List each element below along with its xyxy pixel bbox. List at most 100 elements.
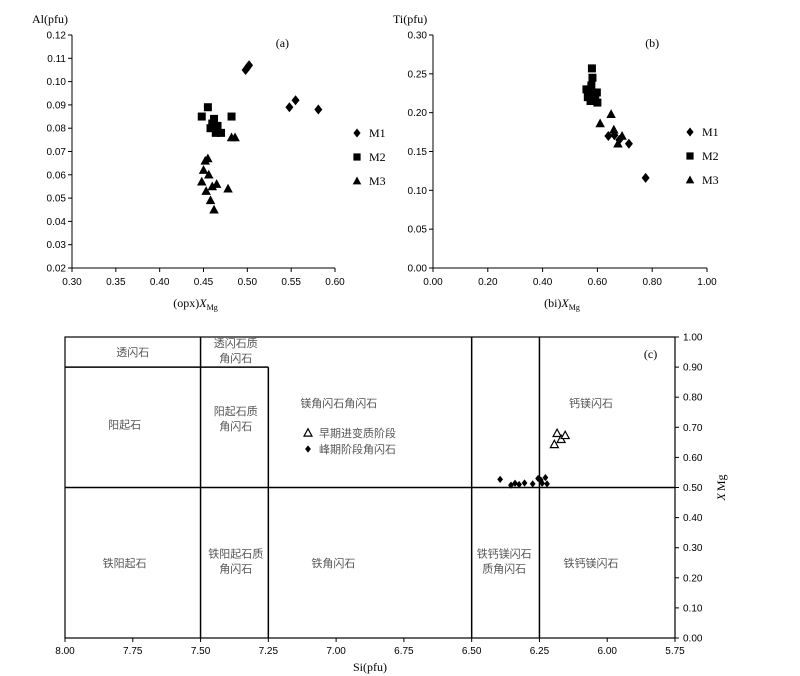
legend-label: M2 bbox=[369, 150, 386, 164]
y-tick-label: 0.70 bbox=[683, 423, 703, 434]
y-tick-label: 0.30 bbox=[408, 31, 428, 42]
data-point bbox=[198, 165, 209, 174]
x-tick-label: 0.60 bbox=[588, 277, 608, 288]
field-label-line: 透闪石质 bbox=[214, 336, 258, 350]
y-tick-label: 0.40 bbox=[683, 513, 703, 524]
field-label: 铁阳起石 bbox=[103, 557, 147, 570]
data-point bbox=[203, 103, 212, 112]
field-label-line: 阳起石质 bbox=[214, 405, 258, 418]
field-label-line: 铁角闪石 bbox=[311, 556, 355, 570]
y-tick-label: 0.12 bbox=[47, 31, 67, 42]
data-point bbox=[544, 480, 550, 488]
x-tick-label: 0.45 bbox=[194, 277, 214, 288]
data-point bbox=[624, 138, 633, 149]
x-axis-label-main: X bbox=[560, 296, 569, 310]
x-tick-label: 0.40 bbox=[533, 277, 553, 288]
panel-b: 0.00 0.05 0.10 0.15 0.20 0.25 0.30 0.00 0.20 0.40… bbox=[393, 12, 719, 312]
data-point bbox=[209, 204, 219, 214]
data-point bbox=[587, 81, 596, 90]
panel-a: 0.02 0.03 0.04 0.05 0.06 0.07 0.08 0.09 0.10 0.11… bbox=[32, 12, 386, 312]
data-point bbox=[285, 102, 294, 113]
x-tick-label: 1.00 bbox=[697, 277, 717, 288]
data-point bbox=[227, 112, 236, 121]
data-point bbox=[208, 119, 217, 128]
series-M3 bbox=[196, 132, 240, 214]
x-axis-label: (opx)XMg bbox=[173, 296, 217, 312]
x-tick-label: 5.75 bbox=[665, 646, 685, 657]
y-tick-label: 0.07 bbox=[47, 147, 67, 158]
panel-label: (a) bbox=[276, 36, 289, 50]
legend-marker bbox=[353, 153, 361, 161]
series-M2 bbox=[197, 103, 236, 137]
x-tick-label: 7.25 bbox=[259, 646, 279, 657]
x-axis-label-sub: Mg bbox=[569, 303, 580, 312]
data-point bbox=[205, 195, 216, 205]
legend-marker bbox=[303, 427, 313, 437]
field-label-line: 铁阳起石 bbox=[103, 557, 147, 570]
data-point bbox=[539, 479, 546, 487]
field-label-line: 质角闪石 bbox=[482, 562, 526, 576]
data-point bbox=[206, 124, 215, 133]
data-point bbox=[549, 438, 560, 449]
field-label-line: 铁钙镁闪石 bbox=[563, 556, 618, 570]
data-point bbox=[592, 88, 601, 97]
y-tick-label: 0.06 bbox=[47, 170, 67, 181]
x-tick-label: 0.80 bbox=[642, 277, 662, 288]
data-point bbox=[529, 480, 536, 488]
data-point bbox=[617, 130, 627, 140]
field-label-line: 镁角闪石角闪石 bbox=[300, 396, 377, 410]
legend-marker bbox=[353, 128, 361, 138]
field-label-line: 角闪石 bbox=[219, 351, 252, 365]
x-tick-label: 7.75 bbox=[123, 646, 143, 657]
y-tick-label: 0.80 bbox=[683, 393, 703, 404]
data-point bbox=[609, 124, 619, 134]
y-tick-label: 0.11 bbox=[47, 54, 66, 65]
series-M2 bbox=[582, 64, 602, 107]
x-tick-label: 0.35 bbox=[106, 277, 126, 288]
data-point bbox=[203, 153, 213, 163]
data-point bbox=[291, 95, 300, 106]
legend-marker bbox=[686, 152, 694, 160]
legend-label: 早期进变质阶段 bbox=[319, 426, 396, 440]
field-label: 铁钙镁闪石 bbox=[563, 556, 618, 570]
x-tick-label: 0.30 bbox=[62, 277, 82, 288]
y-axis-label: X Mg bbox=[714, 474, 728, 501]
x-tick-label: 6.50 bbox=[462, 646, 482, 657]
data-point bbox=[586, 97, 595, 106]
y-tick-label: 0.20 bbox=[408, 108, 428, 119]
data-point bbox=[552, 427, 563, 438]
y-tick-label: 1.00 bbox=[683, 333, 703, 344]
legend-label: 峰期阶段角闪石 bbox=[319, 442, 396, 456]
x-tick-label: 0.50 bbox=[238, 277, 258, 288]
field-label-line: 角闪石 bbox=[219, 419, 252, 433]
y-tick-label: 0.04 bbox=[47, 217, 67, 228]
y-tick-label: 0.25 bbox=[408, 69, 428, 80]
x-tick-label: 0.20 bbox=[478, 277, 498, 288]
x-tick-label: 0.55 bbox=[281, 277, 301, 288]
data-point bbox=[217, 128, 226, 137]
x-axis-label-sub: Mg bbox=[207, 303, 218, 312]
data-point bbox=[497, 475, 504, 483]
data-point bbox=[230, 132, 240, 142]
x-tick-label: 0.40 bbox=[150, 277, 170, 288]
data-point bbox=[314, 104, 323, 115]
x-tick-label: 0.60 bbox=[325, 277, 345, 288]
y-tick-label: 0.10 bbox=[683, 603, 703, 614]
field-label-line: 铁阳起石质 bbox=[208, 548, 263, 561]
data-point bbox=[542, 473, 549, 482]
legend-label: M2 bbox=[702, 149, 719, 163]
data-point bbox=[585, 89, 594, 98]
data-point bbox=[516, 480, 522, 489]
series-M1 bbox=[604, 130, 650, 183]
series-peak-amphibole bbox=[497, 473, 550, 489]
y-tick-label: 0.15 bbox=[408, 147, 428, 158]
x-tick-label: 0.00 bbox=[423, 277, 443, 288]
data-point bbox=[211, 179, 222, 188]
field-label: 镁角闪石角闪石 bbox=[300, 396, 377, 410]
data-point bbox=[213, 121, 222, 130]
data-point bbox=[207, 181, 218, 191]
y-tick-label: 0.10 bbox=[47, 77, 67, 88]
